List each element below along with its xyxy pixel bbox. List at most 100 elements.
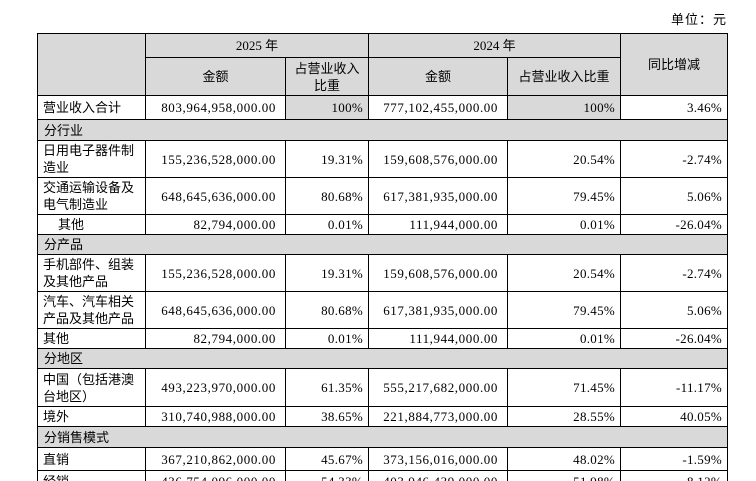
year-2025-header: 2025 年: [144, 33, 370, 58]
amount-2025-header: 金额: [145, 57, 286, 96]
amount-2024-cell: 111,944,000.00: [368, 214, 509, 235]
row-label: 境外: [37, 406, 146, 427]
yoy-cell: -11.17%: [620, 368, 729, 407]
section-row-product: 分产品: [36, 234, 729, 255]
section-label: 分地区: [36, 348, 729, 369]
yoy-cell: -2.74%: [620, 140, 729, 178]
corner-cell: [37, 33, 146, 96]
amount-2024-cell: 617,381,935,000.00: [368, 177, 509, 215]
ratio-2024-cell: 48.02%: [507, 447, 622, 471]
amount-2024-cell: 373,156,016,000.00: [368, 447, 509, 471]
table-header: 2025 年 2024 年 同比增减 金额 占营业收入 比重 金额 占营业收入比重: [37, 33, 729, 96]
row-label: 日用电子器件制造业: [37, 140, 146, 178]
table-row: 中国（包括港澳台地区） 493,223,970,000.00 61.35% 55…: [37, 368, 729, 407]
row-label: 其他: [37, 214, 146, 235]
yoy-cell: -26.04%: [620, 214, 729, 235]
ratio-2025-cell: 80.68%: [284, 177, 370, 215]
ratio-2025-cell: 19.31%: [284, 254, 370, 292]
ratio-2025-cell: 0.01%: [284, 214, 370, 235]
yoy-cell: 5.06%: [620, 177, 729, 215]
amount-2025-cell: 82,794,000.00: [145, 214, 286, 235]
row-label: 中国（包括港澳台地区）: [37, 368, 146, 407]
amount-2025-cell: 155,236,528,000.00: [145, 140, 286, 178]
ratio-2025-header-line2: 比重: [314, 77, 341, 93]
ratio-2024-cell: 79.45%: [507, 177, 622, 215]
table-row: 经销 436,754,096,000.00 54.33% 403,946,439…: [37, 470, 729, 481]
row-label: 其他: [37, 328, 146, 349]
ratio-2024-cell: 20.54%: [507, 140, 622, 178]
section-label: 分产品: [36, 234, 729, 255]
ratio-2024-cell: 79.45%: [507, 291, 622, 329]
year-2024-header: 2024 年: [368, 33, 622, 58]
amount-2025-cell: 436,754,096,000.00: [145, 470, 286, 481]
yoy-cell: -1.59%: [620, 447, 729, 471]
table-row: 日用电子器件制造业 155,236,528,000.00 19.31% 159,…: [37, 140, 729, 178]
ratio-2024-header: 占营业收入比重: [507, 57, 622, 96]
amount-2024-cell: 111,944,000.00: [368, 328, 509, 349]
ratio-2025-cell: 19.31%: [284, 140, 370, 178]
ratio-2024-cell: 71.45%: [507, 368, 622, 407]
amount-2024-cell: 403,946,439,000.00: [368, 470, 509, 481]
amount-2025-cell: 82,794,000.00: [145, 328, 286, 349]
yoy-header: 同比增减: [620, 33, 729, 96]
row-label: 直销: [37, 447, 146, 471]
yoy-cell: 5.06%: [620, 291, 729, 329]
amount-2025-cell: 310,740,988,000.00: [145, 406, 286, 427]
table-row: 手机部件、组装及其他产品 155,236,528,000.00 19.31% 1…: [37, 254, 729, 292]
amount-2025-cell: 648,645,636,000.00: [145, 291, 286, 329]
ratio-2025-cell: 45.67%: [284, 447, 370, 471]
ratio-2024-cell: 100%: [507, 95, 622, 120]
ratio-2024-cell: 0.01%: [507, 214, 622, 235]
amount-2024-cell: 221,884,773,000.00: [368, 406, 509, 427]
amount-2024-cell: 159,608,576,000.00: [368, 254, 509, 292]
table-row-total: 营业收入合计 803,964,958,000.00 100% 777,102,4…: [37, 95, 729, 120]
table-row: 境外 310,740,988,000.00 38.65% 221,884,773…: [37, 406, 729, 427]
ratio-2025-cell: 54.33%: [284, 470, 370, 481]
unit-label: 单位：元: [670, 12, 727, 27]
revenue-breakdown-table: 2025 年 2024 年 同比增减 金额 占营业收入 比重 金额 占营业收入比重…: [36, 33, 729, 481]
section-label: 分行业: [36, 119, 729, 141]
row-label: 汽车、汽车相关产品及其他产品: [37, 291, 146, 329]
table-row: 直销 367,210,862,000.00 45.67% 373,156,016…: [37, 447, 729, 471]
table-row: 交通运输设备及电气制造业 648,645,636,000.00 80.68% 6…: [37, 177, 729, 215]
amount-2024-cell: 777,102,455,000.00: [368, 95, 509, 120]
amount-2025-cell: 155,236,528,000.00: [145, 254, 286, 292]
header-row-measures: 金额 占营业收入 比重 金额 占营业收入比重: [38, 57, 728, 96]
ratio-2025-cell: 80.68%: [284, 291, 370, 329]
ratio-2025-cell: 61.35%: [284, 368, 370, 407]
amount-2024-cell: 159,608,576,000.00: [368, 140, 509, 178]
yoy-cell: -26.04%: [620, 328, 729, 349]
yoy-cell: 40.05%: [620, 406, 729, 427]
ratio-2024-cell: 51.98%: [507, 470, 622, 481]
table-row: 汽车、汽车相关产品及其他产品 648,645,636,000.00 80.68%…: [37, 291, 729, 329]
yoy-cell: 8.12%: [620, 470, 729, 481]
yoy-cell: -2.74%: [620, 254, 729, 292]
table-row: 其他 82,794,000.00 0.01% 111,944,000.00 0.…: [37, 328, 729, 349]
amount-2025-cell: 367,210,862,000.00: [145, 447, 286, 471]
row-label: 营业收入合计: [37, 95, 146, 120]
row-label: 手机部件、组装及其他产品: [37, 254, 146, 292]
section-row-industry: 分行业: [36, 119, 729, 141]
ratio-2025-cell: 0.01%: [284, 328, 370, 349]
section-label: 分销售模式: [36, 426, 729, 448]
ratio-2025-header: 占营业收入 比重: [284, 57, 370, 96]
row-label: 经销: [37, 470, 146, 481]
section-row-region: 分地区: [36, 348, 729, 369]
row-label: 交通运输设备及电气制造业: [37, 177, 146, 215]
ratio-2025-header-line1: 占营业收入: [294, 60, 360, 76]
table-body: 营业收入合计 803,964,958,000.00 100% 777,102,4…: [36, 95, 729, 481]
amount-2025-cell: 803,964,958,000.00: [145, 95, 286, 120]
amount-2024-cell: 555,217,682,000.00: [368, 368, 509, 407]
amount-2024-header: 金额: [368, 57, 509, 96]
amount-2025-cell: 648,645,636,000.00: [145, 177, 286, 215]
ratio-2024-cell: 0.01%: [507, 328, 622, 349]
ratio-2024-cell: 20.54%: [507, 254, 622, 292]
ratio-2025-cell: 100%: [284, 95, 370, 120]
section-row-sales-model: 分销售模式: [36, 426, 729, 448]
header-row-years: 2025 年 2024 年 同比增减: [37, 33, 729, 96]
yoy-cell: 3.46%: [620, 95, 729, 120]
ratio-2024-cell: 28.55%: [507, 406, 622, 427]
amount-2025-cell: 493,223,970,000.00: [145, 368, 286, 407]
ratio-2025-cell: 38.65%: [284, 406, 370, 427]
